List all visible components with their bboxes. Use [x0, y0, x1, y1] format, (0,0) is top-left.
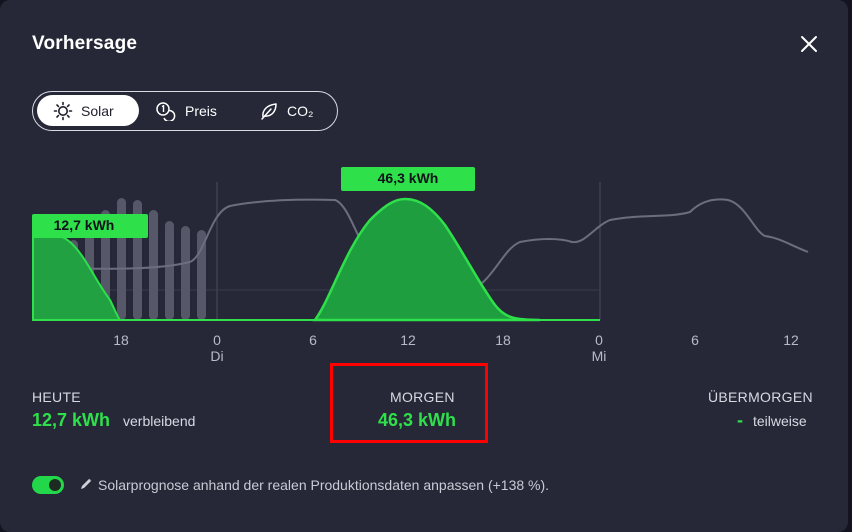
x-tick-label: 0 — [595, 332, 603, 348]
close-icon — [801, 36, 817, 52]
today-label: HEUTE — [32, 389, 81, 405]
past-production-bar — [165, 221, 174, 320]
toggle-knob — [49, 479, 61, 491]
day-label: Di — [210, 348, 223, 364]
tab-preis[interactable]: Preis — [155, 95, 245, 126]
past-production-bar — [149, 210, 158, 320]
forecast-chart: 12,7 kWh 46,3 kWh 18 0 6 12 18 0 6 12 Di Mi — [32, 167, 809, 364]
tab-preis-label: Preis — [185, 102, 217, 119]
leaf-icon — [261, 102, 277, 120]
today-suffix: verbleibend — [123, 413, 196, 429]
solar-tomorrow-area — [312, 197, 541, 322]
x-tick-label: 12 — [400, 332, 416, 348]
past-production-bar — [181, 226, 190, 320]
forecast-tabs: Solar Preis CO₂ — [32, 91, 338, 131]
x-tick-label: 18 — [113, 332, 129, 348]
x-tick-label: 12 — [783, 332, 799, 348]
coins-icon — [156, 101, 176, 121]
day-after-label: ÜBERMORGEN — [708, 389, 813, 405]
tomorrow-value: 46,3 kWh — [378, 410, 457, 430]
sun-icon — [53, 101, 73, 120]
tomorrow-highlight-box — [330, 363, 488, 443]
solar-adjust-text: Solarprognose anhand der realen Produkti… — [98, 477, 550, 493]
pencil-icon — [81, 478, 92, 489]
chart-gridlines — [33, 182, 601, 320]
x-axis-ticks: 18 0 6 12 18 0 6 12 Di Mi — [113, 332, 799, 364]
day-label: Mi — [592, 348, 607, 364]
x-tick-label: 6 — [309, 332, 317, 348]
solar-adjust-toggle[interactable] — [32, 476, 64, 494]
close-button[interactable] — [796, 31, 822, 57]
tab-solar[interactable]: Solar — [37, 95, 139, 126]
day-after-value: - — [737, 410, 743, 430]
dialog-title: Vorhersage — [32, 33, 138, 54]
tomorrow-callout-box — [341, 167, 475, 191]
x-tick-label: 0 — [213, 332, 221, 348]
tab-co2-label: CO₂ — [287, 102, 314, 119]
today-callout-box — [32, 214, 148, 238]
today-value: 12,7 kWh — [32, 410, 111, 430]
day-after-suffix: teilweise — [753, 413, 807, 429]
tomorrow-callout-label: 46,3 kWh — [378, 170, 439, 186]
tab-solar-label: Solar — [81, 102, 114, 119]
price-series-line — [32, 198, 809, 294]
x-tick-label: 18 — [495, 332, 511, 348]
today-callout-label: 12,7 kWh — [54, 217, 115, 233]
x-tick-label: 6 — [691, 332, 699, 348]
tab-co2[interactable]: CO₂ — [259, 95, 339, 126]
tomorrow-label: MORGEN — [390, 389, 455, 405]
